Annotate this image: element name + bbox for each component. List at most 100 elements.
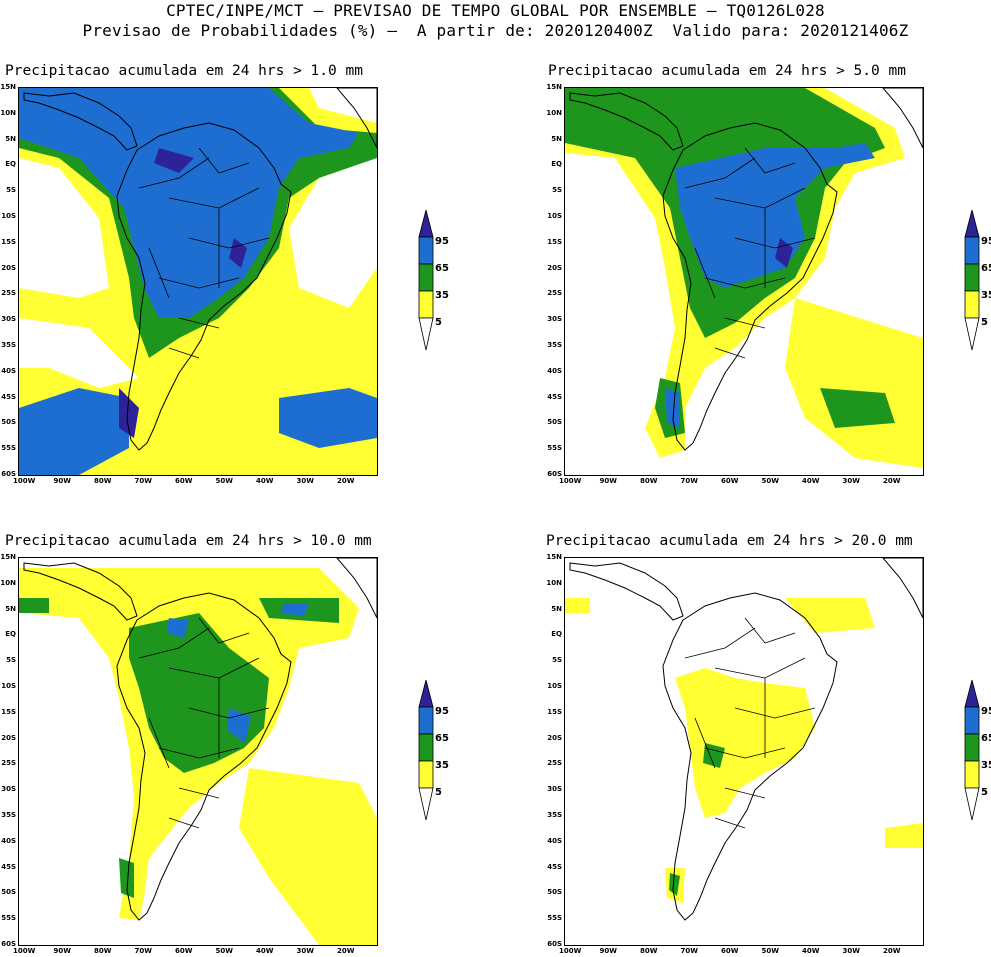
lon-label: 60W — [721, 947, 739, 955]
country-border — [158, 277, 240, 289]
lat-label: 35S — [1, 341, 16, 349]
lat-label: 30S — [1, 785, 16, 794]
country-border — [724, 787, 766, 799]
legend-label-35: 35 — [435, 760, 449, 771]
lon-label: 60W — [721, 477, 739, 485]
lon-label: 40W — [256, 477, 274, 485]
prob-area-darkblue — [119, 388, 139, 438]
legend-swatch-green — [418, 733, 434, 762]
no-prob-area — [19, 158, 109, 298]
legend-label-95: 95 — [981, 236, 991, 247]
lon-label: 70W — [680, 477, 698, 485]
lat-label: 30S — [547, 785, 562, 794]
lon-label: 30W — [842, 477, 860, 485]
lat-label: 15N — [0, 553, 16, 561]
lon-label: 50W — [215, 947, 233, 955]
lon-label: 60W — [175, 477, 193, 485]
lon-label: 70W — [134, 477, 152, 485]
prob-area-green — [119, 858, 134, 898]
lat-label: 10N — [0, 578, 16, 587]
lat-label: 35S — [547, 811, 562, 819]
lon-label: 100W — [559, 477, 582, 485]
prob-area-blue — [675, 143, 875, 288]
lon-label: 40W — [802, 477, 820, 485]
lat-label: 15S — [1, 237, 16, 246]
lat-label: 25S — [547, 289, 562, 298]
lon-label: 20W — [337, 947, 355, 955]
lat-label: 55S — [547, 444, 562, 453]
lat-label: 60S — [547, 470, 562, 478]
legend-3: 95 65 35 5 — [418, 678, 458, 821]
lon-label: 20W — [337, 477, 355, 485]
panel-title-1: Precipitacao acumulada em 24 hrs > 1.0 m… — [5, 63, 363, 79]
lat-label: 20S — [1, 263, 16, 272]
prob-area-blue — [167, 618, 189, 638]
panel-title-4: Precipitacao acumulada em 24 hrs > 20.0 … — [546, 533, 913, 549]
country-border — [744, 147, 796, 174]
legend-swatch-darkblue — [964, 678, 980, 708]
prob-area-darkblue — [229, 238, 247, 268]
legend-label-65: 65 — [981, 263, 991, 274]
legend-4: 95 65 35 5 — [964, 678, 991, 821]
country-border — [198, 147, 250, 174]
lat-label: 5N — [551, 604, 562, 613]
lat-label: 10S — [1, 212, 16, 220]
country-border — [198, 617, 250, 644]
prob-area-green — [669, 873, 680, 896]
lat-label: 45S — [547, 392, 562, 401]
lon-label: 30W — [842, 947, 860, 955]
legend-swatch-blue — [964, 706, 980, 735]
lat-label: 5N — [5, 604, 16, 613]
lat-label: EQ — [551, 160, 562, 169]
lon-label: 80W — [640, 947, 658, 955]
lat-label: 15S — [547, 237, 562, 246]
country-border — [168, 347, 200, 359]
lon-label: 100W — [559, 947, 582, 955]
lon-label: 80W — [94, 477, 112, 485]
legend-label-95: 95 — [435, 706, 449, 717]
legend-swatch-darkblue — [964, 208, 980, 238]
lon-label: 90W — [53, 477, 71, 485]
country-border — [704, 747, 786, 759]
legend-swatch-blue — [964, 236, 980, 265]
legend-label-35: 35 — [435, 290, 449, 301]
prob-area-yellow — [785, 298, 923, 468]
country-border — [158, 747, 240, 759]
lon-label: 20W — [883, 477, 901, 485]
country-border — [714, 657, 806, 679]
lat-label: 40S — [547, 836, 562, 845]
lat-label: 40S — [1, 836, 16, 845]
country-border — [704, 277, 786, 289]
central-america-outline — [23, 562, 138, 621]
lon-label: 80W — [640, 477, 658, 485]
country-border — [178, 787, 220, 799]
lat-label: 45S — [1, 392, 16, 401]
lat-label: 10N — [546, 108, 562, 117]
lat-label: 40S — [547, 366, 562, 375]
no-prob-area — [19, 318, 139, 388]
continent-outline — [116, 592, 292, 921]
prob-area-blue — [19, 88, 359, 318]
legend-label-65: 65 — [435, 263, 449, 274]
country-border — [714, 347, 746, 359]
prob-area-darkblue — [154, 148, 194, 173]
probability-map-5mm — [564, 87, 924, 476]
country-border — [168, 817, 200, 829]
lat-label: 10S — [1, 682, 16, 690]
legend-label-5: 5 — [981, 317, 988, 328]
lat-label: 15N — [546, 553, 562, 561]
country-border — [178, 317, 220, 329]
country-border — [138, 627, 210, 659]
lon-label: 70W — [680, 947, 698, 955]
prob-area-darkblue — [775, 238, 793, 268]
country-border — [694, 717, 716, 769]
africa-outline — [336, 88, 377, 149]
lon-label: 100W — [13, 947, 36, 955]
lat-label: 5N — [5, 134, 16, 143]
lat-label: 10S — [547, 212, 562, 220]
probability-map-1mm — [18, 87, 378, 476]
country-border — [734, 707, 816, 719]
probability-map-10mm — [18, 557, 378, 946]
prob-area-yellow — [675, 668, 815, 818]
lat-label: 5S — [552, 656, 562, 665]
